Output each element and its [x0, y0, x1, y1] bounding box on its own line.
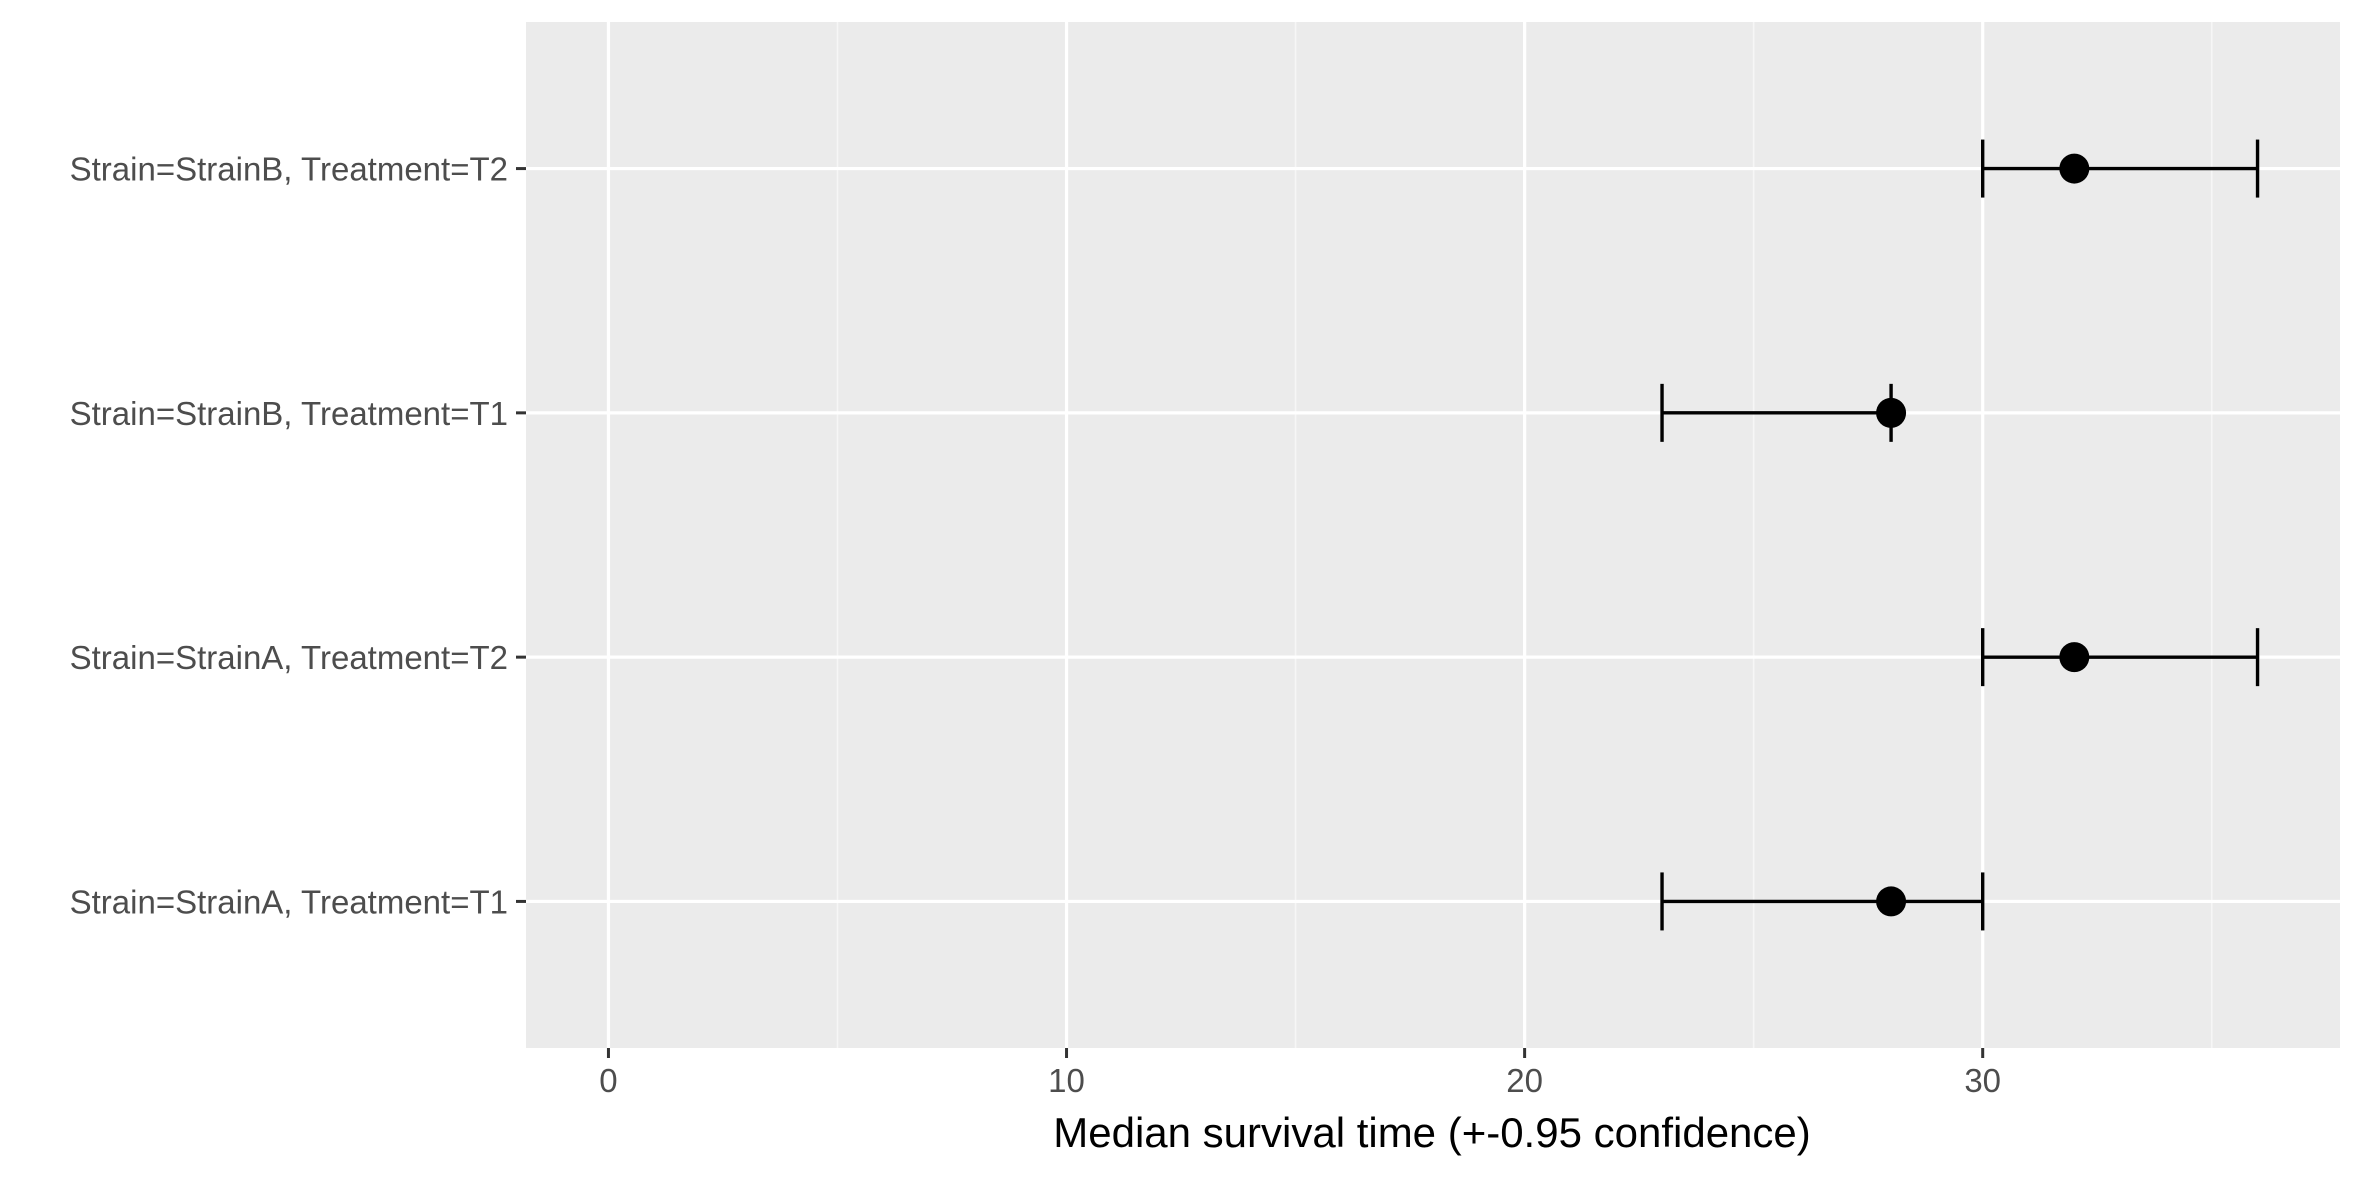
x-tick-label: 0 — [599, 1062, 617, 1099]
panel-background — [526, 22, 2340, 1048]
data-point — [2059, 153, 2090, 184]
errorbar — [1660, 872, 1985, 931]
data-point — [1876, 397, 1907, 428]
x-tick-label: 20 — [1506, 1062, 1543, 1099]
x-axis: 0 10 20 30 — [599, 1048, 2001, 1099]
y-axis: Strain=StrainA, Treatment=T1 Strain=Strai… — [70, 151, 526, 920]
minor-gridlines — [836, 22, 2213, 1048]
data-point — [2059, 642, 2090, 673]
x-axis-title: Median survival time (+-0.95 confidence) — [1053, 1109, 1811, 1156]
y-tick-label: Strain=StrainB, Treatment=T2 — [70, 151, 508, 188]
y-tick-label: Strain=StrainB, Treatment=T1 — [70, 395, 508, 432]
y-tick-label: Strain=StrainA, Treatment=T1 — [70, 883, 508, 920]
x-tick-label: 30 — [1964, 1062, 2001, 1099]
data-point — [1876, 886, 1907, 917]
errorbar — [1980, 139, 2260, 198]
y-tick-label: Strain=StrainA, Treatment=T2 — [70, 639, 508, 676]
x-tick-label: 10 — [1048, 1062, 1085, 1099]
errorbar — [1980, 628, 2260, 687]
data-marks — [1660, 139, 2260, 931]
